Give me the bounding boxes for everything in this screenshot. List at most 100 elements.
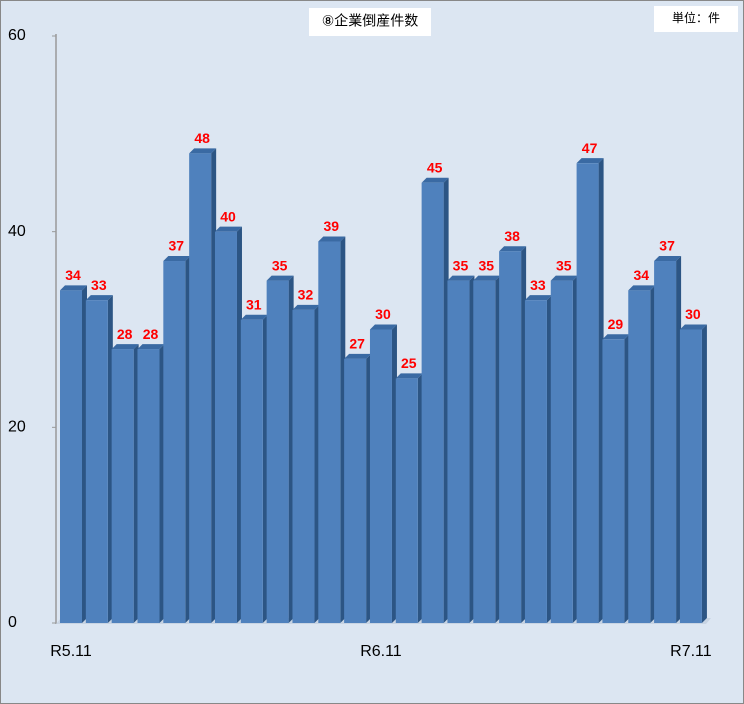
bar-side	[572, 275, 578, 623]
bar	[137, 349, 160, 623]
bar	[421, 182, 444, 623]
unit-label: 単位：件	[672, 10, 720, 25]
y-tick-label: 0	[8, 614, 17, 631]
bar	[240, 319, 263, 623]
value-label: 37	[169, 238, 185, 254]
bar-top	[576, 158, 604, 164]
bar-top	[137, 344, 165, 350]
bar-side	[262, 314, 268, 623]
value-label: 33	[530, 277, 546, 293]
bar-side	[495, 275, 501, 623]
bar-side	[417, 373, 423, 623]
bar-side	[211, 148, 217, 623]
bar	[60, 290, 82, 623]
value-label: 33	[91, 277, 107, 293]
bar-top	[602, 334, 630, 340]
bar-top	[421, 177, 449, 183]
bar-side	[288, 275, 294, 623]
bar-top	[447, 275, 475, 281]
bar-side	[546, 295, 552, 623]
value-label: 27	[349, 336, 365, 352]
bar-top	[628, 285, 656, 291]
value-label: 37	[659, 238, 675, 254]
value-label: 35	[272, 257, 288, 273]
bar-top	[85, 295, 113, 301]
bar-side	[107, 295, 113, 623]
bar	[369, 329, 392, 623]
bar-top	[189, 148, 217, 154]
value-label: 34	[65, 267, 81, 283]
value-label: 38	[504, 228, 520, 244]
bar-side	[650, 285, 656, 623]
bar-side	[521, 246, 527, 623]
bar-top	[292, 304, 320, 310]
value-label: 28	[143, 326, 159, 342]
x-tick-label: R7.11	[670, 643, 712, 660]
value-label: 47	[582, 140, 598, 156]
bar-top	[111, 344, 139, 350]
value-label: 31	[246, 296, 262, 312]
bar-side	[236, 226, 242, 623]
y-tick-label: 40	[8, 223, 26, 240]
bar	[550, 280, 573, 623]
bar-top	[344, 353, 372, 359]
bar-side	[133, 344, 139, 623]
x-tick-label: R6.11	[360, 643, 402, 660]
bar-top	[214, 226, 242, 232]
y-tick-label: 60	[8, 27, 26, 44]
bar-top	[266, 275, 294, 281]
bar-top	[679, 324, 707, 330]
value-label: 28	[117, 326, 133, 342]
bar	[447, 280, 470, 623]
bar	[292, 309, 315, 623]
bar-side	[391, 324, 397, 623]
y-tick-label: 20	[8, 419, 26, 436]
bar	[344, 358, 367, 623]
value-label: 25	[401, 355, 417, 371]
bar	[318, 241, 341, 623]
value-label: 29	[608, 316, 624, 332]
value-label: 35	[453, 257, 469, 273]
bar	[576, 163, 599, 623]
bar	[163, 261, 186, 623]
value-label: 45	[427, 159, 443, 175]
bar-side	[624, 334, 630, 623]
bar	[85, 300, 108, 623]
value-label: 34	[633, 267, 649, 283]
bar-top	[524, 295, 552, 301]
bar-side	[314, 304, 320, 623]
bar-side	[443, 177, 449, 623]
bar-side	[676, 256, 682, 623]
bar-side	[366, 353, 372, 623]
x-tick-label: R5.11	[50, 643, 92, 660]
value-label: 35	[478, 257, 494, 273]
chart-title: ⑧企業倒産件数	[322, 13, 419, 29]
bar-top	[240, 314, 268, 320]
bar-side	[185, 256, 191, 623]
bar-side	[469, 275, 475, 623]
bar-top	[550, 275, 578, 281]
unit-box	[654, 6, 738, 32]
bar-top	[473, 275, 501, 281]
bar-top	[60, 285, 87, 291]
bar-side	[159, 344, 165, 623]
bar-top	[318, 236, 346, 242]
bar-top	[654, 256, 682, 262]
title-box	[309, 8, 431, 36]
value-label: 35	[556, 257, 572, 273]
bar	[395, 378, 418, 623]
bar	[266, 280, 289, 623]
value-label: 32	[298, 287, 314, 303]
value-label: 39	[324, 218, 340, 234]
value-label: 30	[375, 306, 391, 322]
bar	[679, 329, 702, 623]
value-label: 40	[220, 208, 236, 224]
bar	[654, 261, 677, 623]
bar	[214, 231, 237, 623]
bar-top	[163, 256, 191, 262]
bar-side	[340, 236, 346, 623]
bar	[111, 349, 134, 623]
value-label: 30	[685, 306, 701, 322]
value-label: 48	[194, 130, 210, 146]
